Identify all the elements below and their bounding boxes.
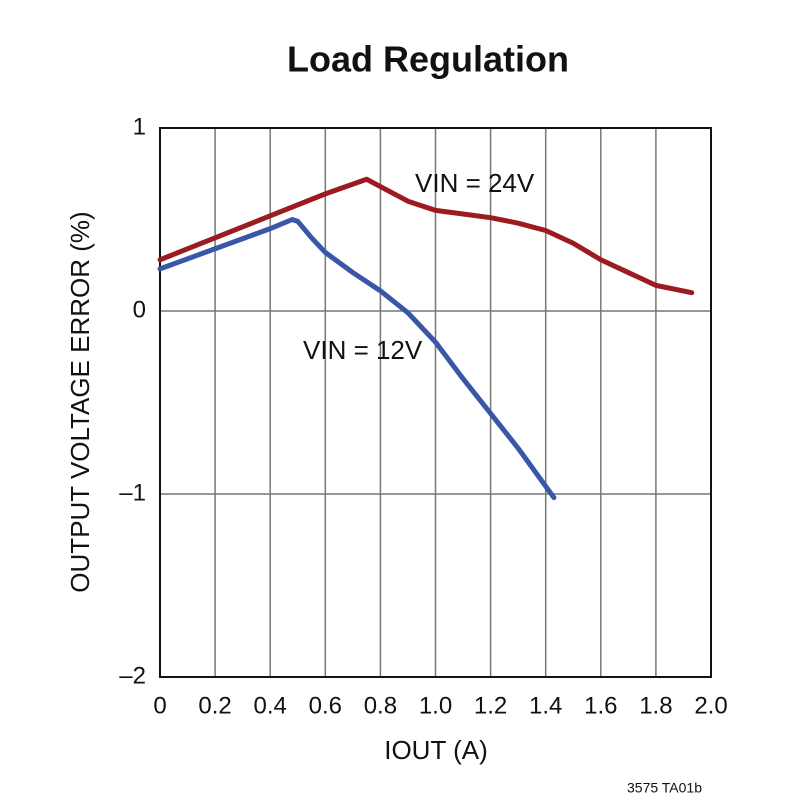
y-tick-label: –1	[119, 479, 146, 506]
x-tick-label: 1.6	[584, 692, 617, 719]
x-tick-label: 0.6	[309, 692, 342, 719]
y-tick-label: –2	[119, 662, 146, 689]
x-tick-label: 1.4	[529, 692, 562, 719]
series-label: VIN = 12V	[303, 335, 423, 365]
y-axis-label: OUTPUT VOLTAGE ERROR (%)	[65, 211, 95, 592]
y-tick-label: 1	[133, 113, 146, 140]
x-tick-label: 0	[153, 692, 166, 719]
x-tick-label: 0.8	[364, 692, 397, 719]
x-tick-label: 1.0	[419, 692, 452, 719]
x-tick-label: 0.2	[198, 692, 231, 719]
x-tick-label: 2.0	[694, 692, 727, 719]
data-line	[157, 217, 557, 501]
x-tick-label: 1.2	[474, 692, 507, 719]
series-label: VIN = 24V	[415, 168, 535, 198]
y-tick-label: 0	[133, 296, 146, 323]
chart-title: Load Regulation	[287, 39, 569, 80]
data-line	[157, 176, 695, 296]
x-axis-label: IOUT (A)	[384, 735, 488, 765]
plot-frame	[159, 127, 712, 678]
footnote: 3575 TA01b	[627, 780, 702, 796]
x-tick-label: 1.8	[639, 692, 672, 719]
x-tick-label: 0.4	[254, 692, 287, 719]
